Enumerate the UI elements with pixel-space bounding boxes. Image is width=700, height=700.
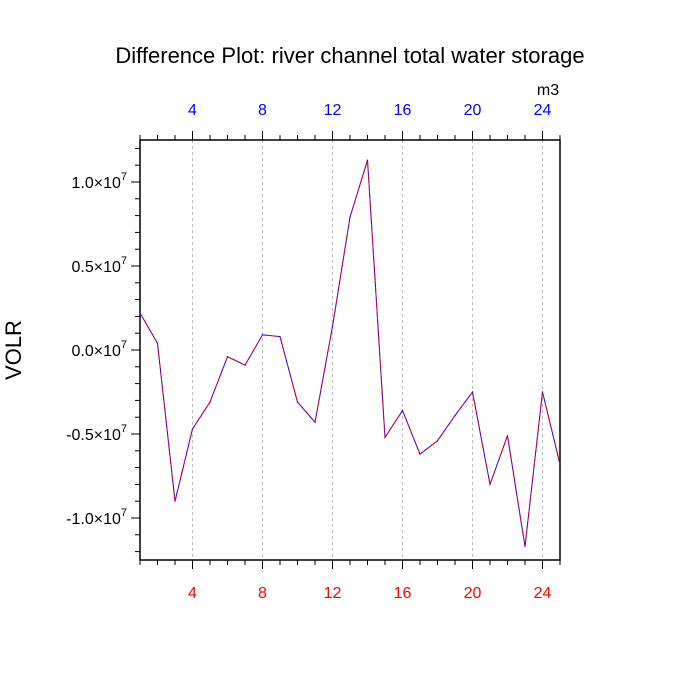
y-tick-label: 0.0×107 (71, 339, 127, 360)
x-tick-label-top: 24 (534, 102, 552, 119)
data-point (559, 463, 561, 465)
data-point (489, 483, 491, 485)
data-point (244, 364, 246, 366)
x-tick-label-top: 8 (258, 102, 267, 119)
data-point (541, 391, 544, 393)
data-point (331, 325, 334, 328)
y-tick-label: -0.5×107 (66, 423, 127, 444)
x-tick-label-bottom: 16 (394, 585, 412, 602)
x-tick-label-bottom: 12 (324, 585, 342, 602)
data-point (191, 428, 194, 430)
data-point (524, 545, 526, 548)
y-tick-label: 1.0×107 (71, 171, 127, 192)
chart-title: Difference Plot: river channel total wat… (115, 43, 585, 68)
x-tick-label-top: 20 (464, 102, 482, 119)
x-tick-label-bottom: 4 (188, 585, 197, 602)
data-point (314, 421, 316, 423)
data-point (401, 409, 404, 412)
y-tick-label: 0.5×107 (71, 255, 127, 276)
x-tick-label-bottom: 8 (258, 585, 267, 602)
y-tick-label: -1.0×107 (66, 507, 127, 528)
data-point (156, 342, 159, 344)
data-point (366, 159, 369, 161)
x-tick-label-bottom: 20 (464, 585, 482, 602)
units-label: m3 (536, 82, 560, 99)
x-tick-label-top: 4 (188, 102, 197, 119)
data-point (436, 440, 439, 442)
data-point (454, 414, 456, 417)
data-point (506, 435, 509, 437)
data-point (139, 312, 141, 314)
data-point (296, 401, 299, 403)
x-tick-label-top: 12 (324, 102, 342, 119)
x-tick-label-top: 16 (394, 102, 412, 119)
data-point (471, 391, 474, 393)
data-point (261, 334, 264, 336)
data-point (384, 436, 386, 438)
data-point (349, 216, 351, 218)
data-point (279, 335, 281, 338)
data-point (226, 356, 229, 358)
x-tick-label-bottom: 24 (534, 585, 552, 602)
data-point (419, 453, 421, 455)
data-point (209, 401, 211, 403)
plot-frame (139, 139, 561, 561)
data-point (174, 500, 176, 502)
series-line-dash (139, 160, 561, 547)
